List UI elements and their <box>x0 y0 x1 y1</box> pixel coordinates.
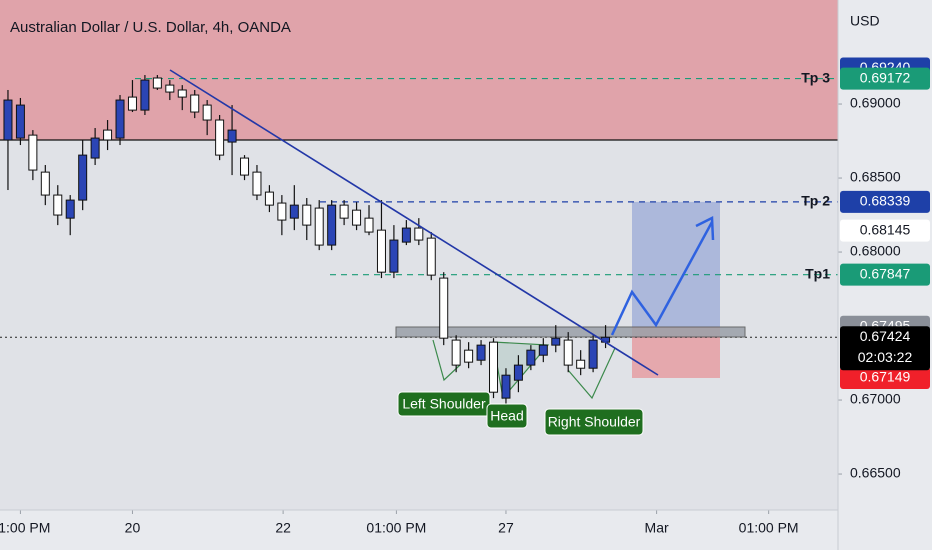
candle-body <box>3 99 13 141</box>
candle-body <box>277 202 287 221</box>
candle-body <box>152 77 162 89</box>
annotation: Head <box>490 408 523 424</box>
x-tick-label: 20 <box>125 520 141 536</box>
price-label: 0.68339 <box>860 193 911 209</box>
left-shoulder-shape <box>432 339 461 382</box>
x-tick-label: 01:00 PM <box>0 520 50 536</box>
price-label-box <box>840 67 930 90</box>
candle-body <box>90 137 100 159</box>
right-shoulder-label: Right Shoulder <box>544 408 644 436</box>
time-axis <box>0 510 838 550</box>
candle-body <box>476 344 486 361</box>
price-label-box <box>840 219 930 242</box>
price-label: 0.67847 <box>860 265 911 281</box>
candle-body <box>588 339 598 369</box>
projection <box>610 221 714 336</box>
candle-body <box>563 339 573 366</box>
x-tick-label: 01:00 PM <box>739 520 799 536</box>
candle-body <box>140 79 150 111</box>
price-label-box <box>840 190 930 213</box>
candle-body <box>538 344 548 356</box>
candle-body <box>327 204 337 246</box>
price-labels: 0.690000.685000.680000.670000.665000.692… <box>840 57 930 481</box>
x-tick-label: 01:00 PM <box>366 520 426 536</box>
candle-body <box>264 191 274 206</box>
trendline <box>169 69 659 376</box>
candles <box>3 75 611 406</box>
candle-body <box>65 199 75 219</box>
candle-body <box>489 341 499 393</box>
candle-body <box>115 99 125 139</box>
candle-body <box>177 89 187 98</box>
annotation: Left Shoulder <box>402 396 486 412</box>
y-tick-label: 0.68000 <box>850 243 901 259</box>
head-label: Head <box>486 403 528 429</box>
candle-body <box>53 194 63 216</box>
level-name: Tp1 <box>805 265 830 281</box>
y-tick-label: 0.67000 <box>850 391 901 407</box>
candle-body <box>202 104 212 121</box>
price-label: 0.68145 <box>860 221 911 237</box>
countdown: 02:03:22 <box>858 349 913 365</box>
candle-body <box>352 209 362 226</box>
candle-body <box>28 134 38 171</box>
price-label-box <box>840 366 930 389</box>
candle-body <box>501 374 511 399</box>
projection-arrow <box>695 216 715 241</box>
candle-body <box>252 171 262 196</box>
candle-body <box>513 364 523 381</box>
candle-body <box>364 217 374 233</box>
y-tick-label: 0.69000 <box>850 95 901 111</box>
y-tick-label: 0.68500 <box>850 169 901 185</box>
candle-body <box>103 129 113 141</box>
x-tick-label: 22 <box>275 520 291 536</box>
axis-unit: USD <box>850 13 880 29</box>
candle-body <box>314 207 324 246</box>
right-shoulder-shape <box>567 347 616 400</box>
candle-body <box>339 204 349 219</box>
candle-body <box>190 94 200 113</box>
candle-body <box>401 227 411 243</box>
candle-body <box>389 239 399 273</box>
annotation: Right Shoulder <box>548 414 641 430</box>
candle-body <box>15 104 25 139</box>
candle-body <box>439 277 449 339</box>
candle-body <box>376 229 386 273</box>
candle-body <box>426 237 436 276</box>
x-tick-label: 27 <box>498 520 514 536</box>
current-price-box <box>840 326 930 371</box>
candle-body <box>40 171 50 196</box>
grid-layer <box>0 77 842 514</box>
candle-body <box>215 119 225 156</box>
level-name: Tp 3 <box>801 69 830 85</box>
candle-body <box>289 204 299 219</box>
candle-body <box>464 349 474 363</box>
candle-body <box>240 157 250 176</box>
zone-layer <box>0 0 838 378</box>
resistance-zone <box>0 0 838 141</box>
price-label: 0.67149 <box>860 369 911 385</box>
candle-body <box>414 227 424 241</box>
candle-body <box>526 349 536 366</box>
candle-body <box>127 96 137 111</box>
candle-body <box>451 339 461 366</box>
price-label-box <box>840 263 930 286</box>
level-name: Tp 2 <box>801 193 830 209</box>
chart-title: Australian Dollar / U.S. Dollar, 4h, OAN… <box>10 19 291 36</box>
x-tick-label: Mar <box>645 520 669 536</box>
price-label: 0.69172 <box>860 69 911 85</box>
neckline <box>395 326 746 338</box>
candle-body <box>165 84 175 93</box>
candle-body <box>227 129 237 143</box>
candle-body <box>551 337 561 346</box>
current-price: 0.67424 <box>860 328 911 344</box>
candle-body <box>576 359 586 369</box>
candle-body <box>78 154 88 201</box>
y-tick-label: 0.66500 <box>850 465 901 481</box>
left-shoulder-label: Left Shoulder <box>397 391 491 417</box>
candle-body <box>302 204 312 226</box>
